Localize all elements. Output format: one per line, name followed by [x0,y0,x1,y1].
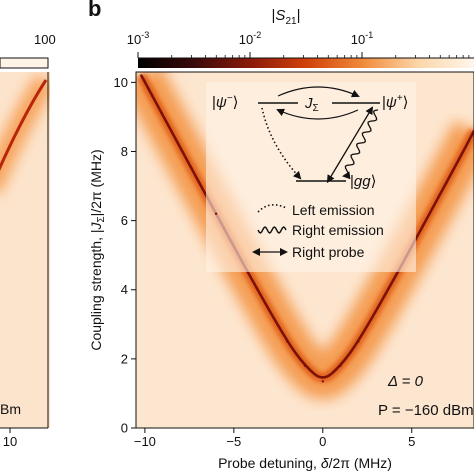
left-colorbar-tick-label: 100 [34,32,56,47]
x-tick-label: −5 [226,434,241,449]
colorbar: |S21| 10-3 10-2 10-1 [127,7,474,68]
colorbar-tick-label: 10-3 [127,30,149,47]
right-probe-arrow [326,106,374,184]
level-diagram-inset: |ψ−⟩ JΣ |ψ+⟩ |gg⟩ Left emission Right em… [212,86,409,260]
left-colorbar [0,57,49,69]
left-power-fragment: Bm [0,401,21,417]
colorbar-tick-label: 10-1 [351,30,373,47]
left-x-tick-label: 10 [3,434,17,449]
inset-legend: Left emission Right emission Right probe [252,202,384,260]
delta-annotation: Δ = 0 [387,373,424,390]
resonance-point [214,212,218,215]
colorbar-label: |S21| [272,7,301,27]
legend-right-probe: Right probe [292,244,365,260]
legend-left-emission: Left emission [292,202,374,218]
resonance-point [140,74,143,77]
y-tick-label: 10 [114,75,128,90]
x-tick-label: −10 [134,434,156,449]
main-heatmap: −10 −5 0 5 0 2 4 6 8 10 Probe detuning, δ/2π (MH… [88,71,474,471]
resonance-point [250,278,253,281]
resonance-point [428,212,431,215]
resonance-point [286,340,289,343]
left-panel-fragment: 100 10 Bm [0,32,56,449]
y-axis: 0 2 4 6 8 10 [114,75,136,436]
x-tick-label: 0 [319,434,326,449]
coupling-arrow-top [277,86,360,98]
y-tick-label: 8 [121,144,128,159]
state-gg: |gg⟩ [350,173,376,190]
power-annotation: P = −160 dBm [378,402,474,419]
x-axis-label: Probe detuning, δ/2π (MHz) [218,455,392,471]
resonance-point [339,364,342,367]
resonance-point [179,146,182,150]
y-tick-label: 0 [121,421,128,436]
colorbar-bar [138,58,474,68]
y-tick-label: 4 [121,282,128,297]
plot-frame [135,71,474,429]
resonance-point [463,146,467,150]
inset-backdrop [206,82,416,272]
colorbar-ticks: 10-3 10-2 10-1 [127,30,470,58]
x-tick-label: 5 [408,434,415,449]
y-axis-label: Coupling strength, |JΣ|/2π (MHz) [88,149,107,350]
state-psi-minus: |ψ−⟩ [212,93,239,111]
y-tick-label: 6 [121,213,128,228]
resonance-point [357,340,360,343]
left-heatmap [0,72,50,428]
resonance-point [392,278,396,281]
x-axis: −10 −5 0 5 [134,428,415,449]
state-psi-plus: |ψ+⟩ [382,93,409,111]
resonance-point [303,364,307,367]
resonance-point [321,380,324,383]
colorbar-tick-label: 10-2 [239,30,261,47]
legend-right-emission: Right emission [292,222,384,238]
left-resonance-line [0,79,48,171]
legend-wavy-icon [257,226,287,234]
panel-label: b [88,0,101,21]
y-tick-label: 2 [121,351,128,366]
